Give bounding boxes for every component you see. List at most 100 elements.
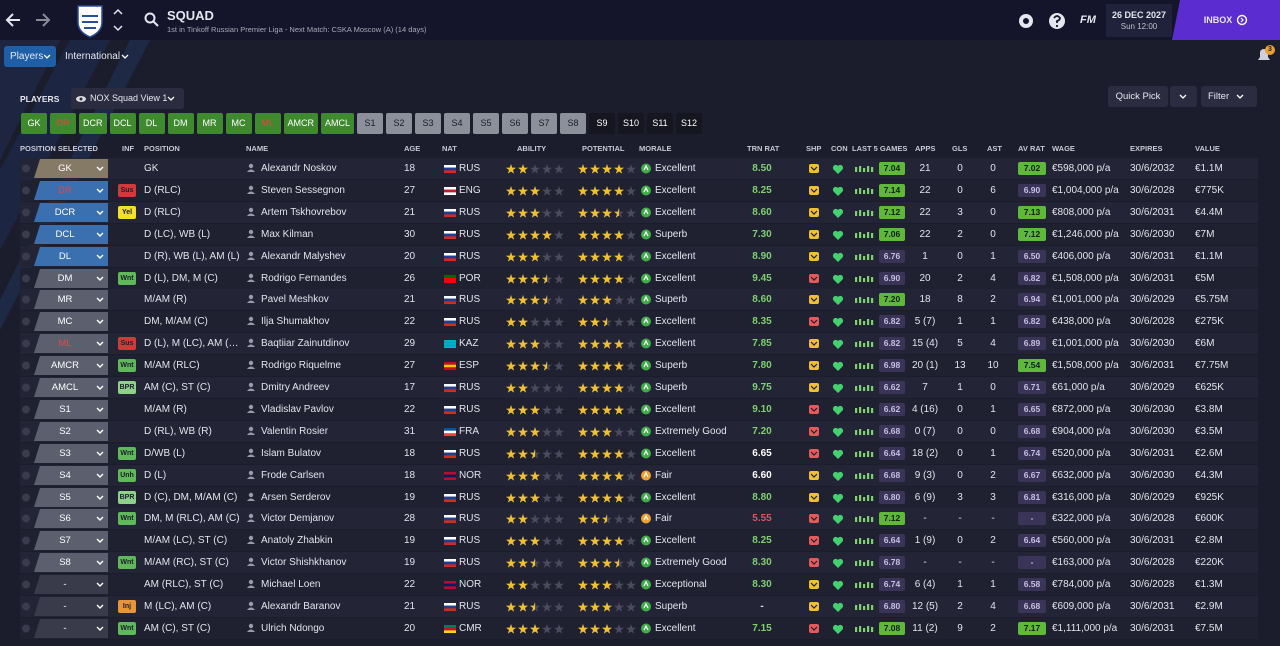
player-name[interactable]: Valentin Rosier bbox=[261, 425, 329, 437]
player-name[interactable]: Alexandr Baranov bbox=[261, 601, 341, 612]
position-selected[interactable]: S4 bbox=[59, 469, 71, 481]
player-name[interactable]: Ulrich Ndongo bbox=[261, 622, 325, 634]
fm-logo[interactable]: FM bbox=[1080, 14, 1096, 26]
player-name[interactable]: Pavel Meshkov bbox=[261, 294, 329, 306]
player-row[interactable]: S1 M/AM (R) Vladislav Pavlov 22 RUS Excellent… bbox=[20, 398, 1258, 420]
position-button[interactable]: S3 bbox=[415, 113, 442, 134]
player-row[interactable]: GK GK Alexandr Noskov 18 RUS Excellent 8.50 7.0… bbox=[20, 158, 1258, 179]
player-name[interactable]: Max Kilman bbox=[261, 228, 314, 240]
player-name[interactable]: Rodrigo Fernandes bbox=[261, 272, 347, 284]
player-name[interactable]: Anatoly Zhabkin bbox=[261, 535, 333, 547]
player-row[interactable]: S4 Unh D (L) Frode Carlsen 18 NOR Fair 6.60 6.68… bbox=[20, 464, 1258, 486]
player-name[interactable]: Victor Demjanov bbox=[261, 513, 335, 525]
player-row[interactable]: DCL D (LC), WB (L) Max Kilman 30 RUS Superb 7.… bbox=[20, 223, 1258, 245]
position-button[interactable]: ML bbox=[254, 113, 281, 134]
position-button[interactable]: DCL bbox=[109, 113, 136, 134]
quick-pick-dropdown[interactable] bbox=[1170, 86, 1197, 107]
player-name[interactable]: Vladislav Pavlov bbox=[261, 403, 334, 415]
position-selected[interactable]: AMCL bbox=[51, 382, 79, 393]
player-row[interactable]: AMCL BPR AM (C), ST (C) Dmitry Andreev 17 RUS… bbox=[20, 377, 1258, 398]
position-button[interactable]: S7 bbox=[531, 113, 558, 134]
position-button[interactable]: DL bbox=[138, 113, 165, 134]
position-selected[interactable]: DCR bbox=[54, 206, 76, 218]
player-name[interactable]: Alexandr Noskov bbox=[261, 163, 337, 174]
position-button[interactable]: S12 bbox=[676, 113, 703, 134]
player-row[interactable]: AMCR Wnt M/AM (RLC) Rodrigo Riquelme 27 ESP Su… bbox=[20, 355, 1258, 377]
player-name[interactable]: Arsen Serderov bbox=[261, 491, 331, 503]
position-button[interactable]: S10 bbox=[618, 113, 645, 134]
player-row[interactable]: - AM (RLC), ST (C) Michael Loen 22 NOR Except… bbox=[20, 574, 1258, 596]
position-button[interactable]: S1 bbox=[357, 113, 384, 134]
player-name[interactable]: Victor Shishkhanov bbox=[261, 557, 347, 569]
player-row[interactable]: DR Sus D (RLC) Steven Sessegnon 27 ENG Excelle… bbox=[20, 179, 1258, 201]
player-row[interactable]: MR M/AM (R) Pavel Meshkov 21 RUS Superb 8.60 7.… bbox=[20, 289, 1258, 311]
position-selected[interactable]: S1 bbox=[59, 403, 71, 415]
player-row[interactable]: S8 Wnt M/AM (RC), ST (C) Victor Shishkhanov… bbox=[20, 552, 1258, 574]
player-name[interactable]: Ilja Shumakhov bbox=[261, 316, 330, 328]
position-selected[interactable]: ML bbox=[58, 338, 72, 350]
position-selected[interactable]: DL bbox=[58, 250, 72, 262]
player-row[interactable]: MC DM, M/AM (C) Ilja Shumakhov 22 RUS Excelle… bbox=[20, 311, 1258, 333]
position-selected[interactable]: S5 bbox=[59, 491, 71, 503]
position-selected[interactable]: MC bbox=[57, 316, 73, 328]
position-button[interactable]: AMCR bbox=[283, 113, 319, 134]
utility-icons[interactable] bbox=[1016, 10, 1066, 32]
player-row[interactable]: S7 M/AM (LC), ST (C) Anatoly Zhabkin 19 RUS E… bbox=[20, 530, 1258, 552]
player-row[interactable]: ML Sus D (L), M (LC), AM (RLC) Baqtiiar Zai… bbox=[20, 333, 1258, 355]
position-selected[interactable]: S8 bbox=[59, 557, 71, 569]
position-selected[interactable]: MR bbox=[57, 294, 73, 306]
position-button[interactable]: MC bbox=[225, 113, 252, 134]
player-row[interactable]: DL D (R), WB (L), AM (L) Alexandr Malyshev… bbox=[20, 245, 1258, 267]
position-button[interactable]: S8 bbox=[560, 113, 587, 134]
player-row[interactable]: - Wnt AM (C), ST (C) Ulrich Ndongo 20 CMR Exce… bbox=[20, 617, 1258, 639]
position-button[interactable]: S9 bbox=[589, 113, 616, 134]
position-selected[interactable]: S2 bbox=[59, 425, 71, 437]
filter-button[interactable]: Filter bbox=[1201, 86, 1257, 107]
position-selected[interactable]: - bbox=[63, 579, 67, 591]
position-selected[interactable]: - bbox=[63, 622, 67, 634]
player-name[interactable]: Alexandr Malyshev bbox=[261, 250, 346, 262]
player-row[interactable]: DM Wnt D (L), DM, M (C) Rodrigo Fernandes 26… bbox=[20, 267, 1258, 289]
player-row[interactable]: S5 BPR D (C), DM, M/AM (C) Arsen Serderov 19… bbox=[20, 486, 1258, 508]
player-row[interactable]: - Inj M (LC), AM (C) Alexandr Baranov 21 RUS S… bbox=[20, 596, 1258, 617]
player-row[interactable]: S6 Wnt DM, M (RLC), AM (C) Victor Demjanov 2… bbox=[20, 508, 1258, 530]
position-button[interactable]: S4 bbox=[444, 113, 471, 134]
position-button[interactable]: S2 bbox=[386, 113, 413, 134]
position-selected[interactable]: DR bbox=[58, 184, 72, 196]
quick-pick-button[interactable]: Quick Pick bbox=[1108, 86, 1168, 107]
player-name[interactable]: Dmitry Andreev bbox=[261, 382, 330, 393]
player-name[interactable]: Steven Sessegnon bbox=[261, 184, 345, 196]
player-row[interactable]: S3 Wnt D/WB (L) Islam Bulatov 18 RUS Excellent… bbox=[20, 442, 1258, 464]
player-name[interactable]: Artem Tskhovrebov bbox=[261, 206, 347, 218]
tab-international[interactable]: International bbox=[65, 51, 121, 62]
position-selected[interactable]: - bbox=[63, 601, 67, 612]
position-selected[interactable]: S6 bbox=[59, 513, 71, 525]
player-name[interactable]: Michael Loen bbox=[261, 579, 321, 591]
player-name[interactable]: Rodrigo Riquelme bbox=[261, 360, 342, 372]
position-button[interactable]: DR bbox=[50, 113, 76, 134]
position-selected[interactable]: DM bbox=[57, 272, 73, 284]
view-selector[interactable]: NOX Squad View 1 bbox=[71, 88, 184, 109]
inbox-button[interactable]: INBOX bbox=[1203, 15, 1233, 25]
player-name[interactable]: Frode Carlsen bbox=[261, 469, 325, 481]
position-selected[interactable]: DCL bbox=[55, 228, 75, 240]
position-selected[interactable]: S7 bbox=[59, 535, 71, 547]
position-button[interactable]: DCR bbox=[79, 113, 107, 134]
player-name[interactable]: Baqtiiar Zainutdinov bbox=[261, 338, 350, 350]
position-selected[interactable]: AMCR bbox=[51, 360, 79, 372]
player-row[interactable]: S2 D (RL), WB (R) Valentin Rosier 31 FRA Extr… bbox=[20, 420, 1258, 442]
position-button[interactable]: DM bbox=[167, 113, 194, 134]
position-button[interactable]: GK bbox=[21, 113, 47, 134]
position-button[interactable]: S6 bbox=[502, 113, 529, 134]
position-button[interactable]: AMCL bbox=[321, 113, 355, 134]
player-row[interactable]: DCR Yel D (RLC) Artem Tskhovrebov 21 RUS Excel… bbox=[20, 201, 1258, 223]
position-button[interactable]: S11 bbox=[647, 113, 674, 134]
date-box[interactable]: 26 DEC 2027 Sun 12:00 bbox=[1106, 4, 1172, 37]
notification-bell[interactable] bbox=[1254, 45, 1276, 65]
player-name[interactable]: Islam Bulatov bbox=[261, 447, 322, 459]
position-button[interactable]: MR bbox=[196, 113, 223, 134]
position-selected[interactable]: GK bbox=[58, 163, 72, 174]
tab-players[interactable]: Players bbox=[4, 46, 56, 67]
position-button[interactable]: S5 bbox=[473, 113, 500, 134]
position-selected[interactable]: S3 bbox=[59, 447, 71, 459]
